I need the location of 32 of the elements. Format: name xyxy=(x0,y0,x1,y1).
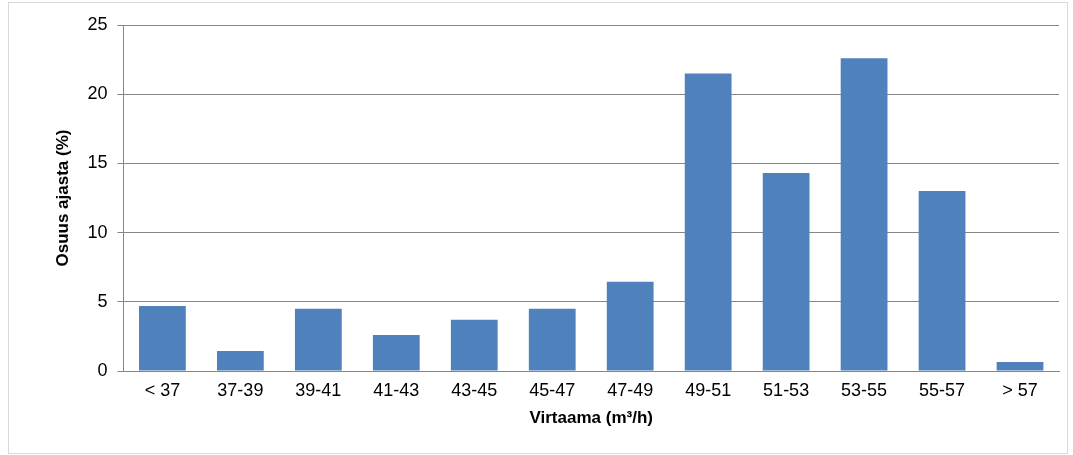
y-axis-title: Osuus ajasta (%) xyxy=(52,129,72,267)
y-tick-label: 25 xyxy=(87,13,108,34)
bar xyxy=(216,350,264,371)
bar xyxy=(996,362,1044,371)
y-tick-label: 10 xyxy=(87,221,108,242)
x-tick-label: 55-57 xyxy=(919,379,966,400)
x-tick-label: 49-51 xyxy=(685,379,732,400)
bar xyxy=(606,281,654,371)
x-tick-label: 47-49 xyxy=(607,379,654,400)
x-tick-label: 41-43 xyxy=(373,379,420,400)
x-tick-label: 43-45 xyxy=(451,379,498,400)
x-tick-label: 51-53 xyxy=(763,379,810,400)
bar xyxy=(918,191,966,371)
y-tick-label: 5 xyxy=(97,290,108,311)
bar xyxy=(294,308,342,371)
x-tick-label: 39-41 xyxy=(295,379,342,400)
x-tick-label: > 57 xyxy=(1002,379,1038,400)
x-tick-label: 45-47 xyxy=(529,379,576,400)
bar xyxy=(528,308,576,371)
bar xyxy=(762,173,810,371)
y-tick-label: 20 xyxy=(87,83,108,104)
bar xyxy=(139,305,186,371)
y-tick-label: 0 xyxy=(97,359,108,380)
bar xyxy=(450,319,498,371)
x-tick-label: 37-39 xyxy=(217,379,264,400)
bar xyxy=(684,73,732,371)
x-axis-title: Virtaama (m³/h) xyxy=(529,408,653,428)
bar xyxy=(372,335,420,371)
x-tick-label: 53-55 xyxy=(841,379,888,400)
x-tick-label: < 37 xyxy=(144,379,181,400)
y-tick-label: 15 xyxy=(87,152,108,173)
bar xyxy=(840,58,888,371)
